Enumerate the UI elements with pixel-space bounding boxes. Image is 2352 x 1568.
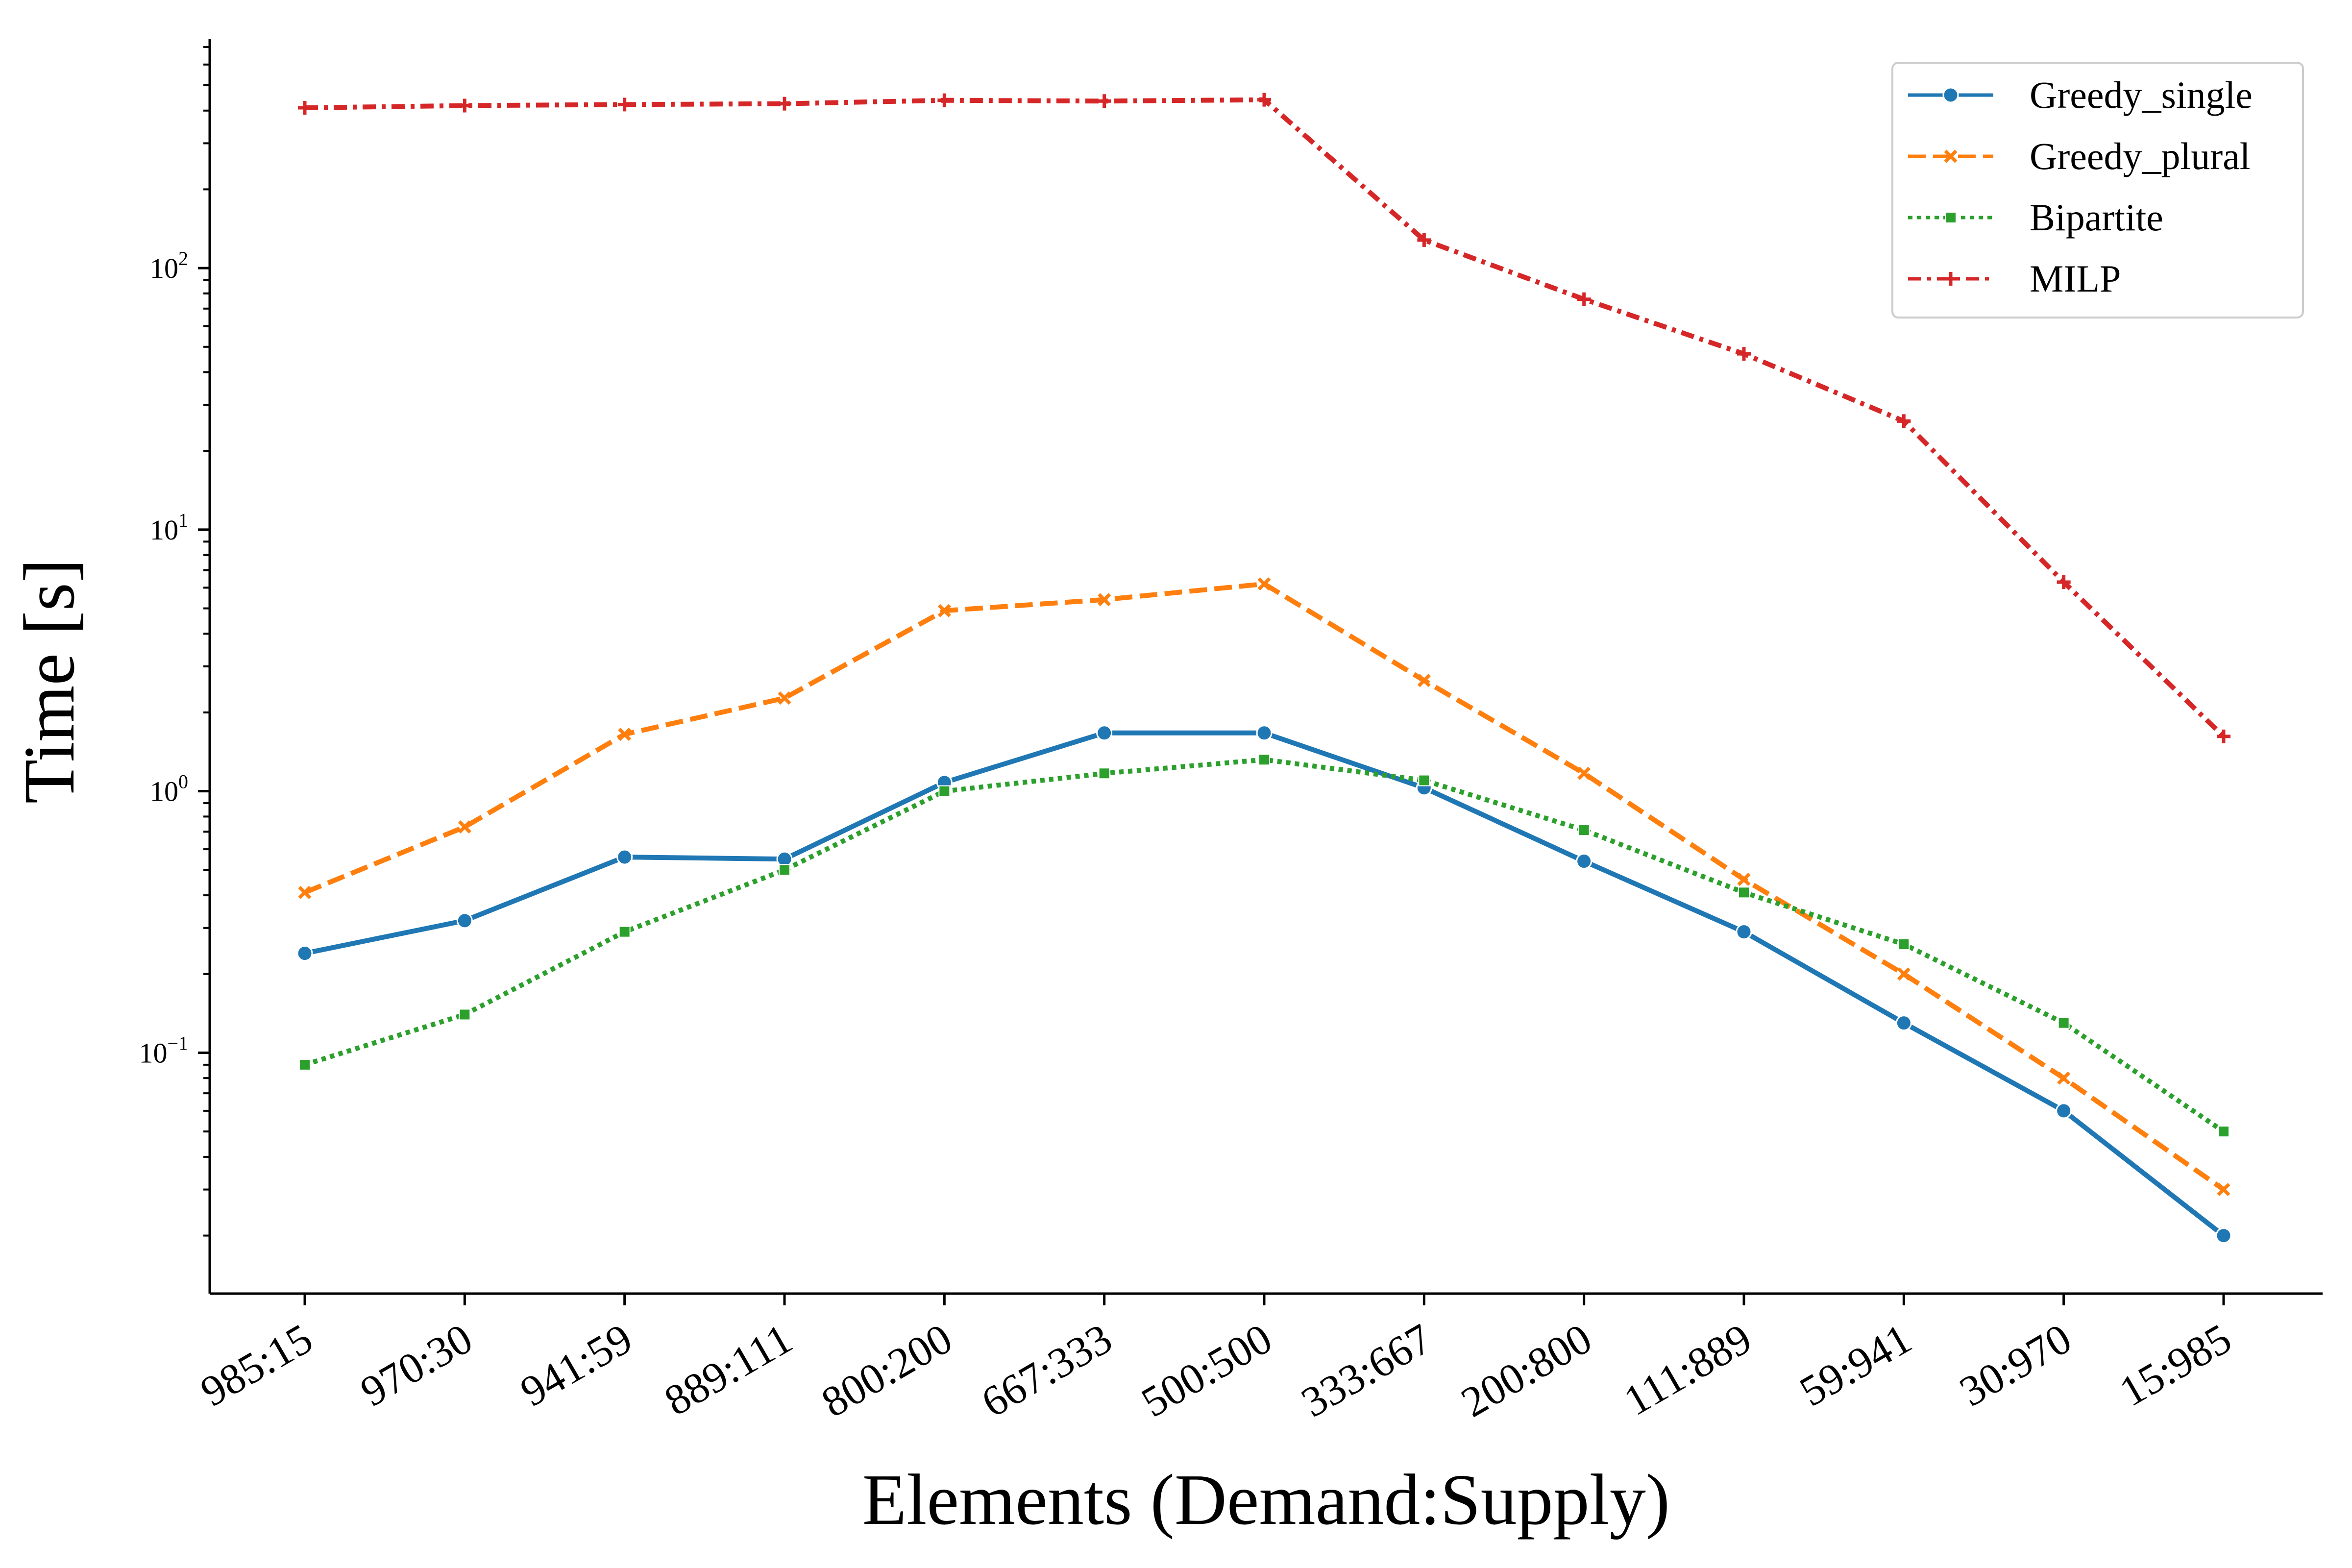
data-point (298, 885, 312, 899)
legend-entry: MILP (1908, 257, 2121, 300)
legend-entry: Greedy_single (1908, 74, 2253, 116)
data-point (2056, 1102, 2072, 1119)
data-point (778, 97, 791, 111)
y-tick-label: 10−1 (139, 1032, 188, 1069)
series-greedy-plural (298, 577, 2230, 1197)
data-point (2217, 729, 2230, 743)
data-point (1895, 1015, 1912, 1031)
series-milp (298, 93, 2230, 743)
data-point (616, 849, 633, 865)
series-line (304, 757, 2225, 1134)
data-point (1898, 938, 1910, 950)
data-point (299, 1058, 311, 1071)
legend-label: Greedy_plural (2030, 135, 2250, 177)
legend-marker (1944, 149, 1958, 163)
legend-marker (1942, 87, 1959, 103)
plot-area (296, 93, 2232, 1244)
data-point (618, 926, 631, 938)
x-tick-label: 200:800 (1453, 1315, 1599, 1426)
data-point (2057, 1071, 2071, 1085)
x-tick-label: 15:985 (2112, 1315, 2239, 1416)
y-tick-label: 101 (150, 509, 188, 546)
x-tick-label: 985:15 (193, 1315, 320, 1416)
data-point (1737, 347, 1751, 361)
legend-entry: Bipartite (1908, 196, 2163, 239)
legend-label: Bipartite (2030, 196, 2163, 239)
data-point (1257, 93, 1271, 107)
data-point (617, 98, 632, 112)
legend-label: Greedy_single (2030, 74, 2253, 116)
data-point (1258, 754, 1270, 766)
x-axis-title: Elements (Demand:Supply) (862, 1460, 1670, 1540)
data-point (779, 864, 790, 876)
data-point (298, 101, 312, 115)
data-point (1897, 414, 1911, 428)
data-point (1576, 853, 1592, 870)
data-point (2215, 1227, 2232, 1244)
data-point (937, 604, 951, 617)
data-point (2218, 1126, 2230, 1138)
x-tick-label: 333:667 (1294, 1315, 1440, 1426)
data-point (1098, 593, 1111, 607)
x-tick-label: 970:30 (353, 1315, 480, 1416)
data-point (618, 728, 632, 741)
data-point (1737, 873, 1751, 886)
data-point (1578, 824, 1590, 836)
x-tick-label: 889:111 (657, 1315, 800, 1425)
data-point (1256, 725, 1273, 741)
series-line (304, 730, 2226, 1238)
data-point (2058, 1017, 2070, 1029)
legend-box (1891, 62, 2304, 318)
data-point (1417, 674, 1431, 687)
x-tick-label: 30:970 (1952, 1315, 2079, 1416)
data-point (1418, 774, 1430, 786)
x-tick-label: 800:200 (814, 1315, 960, 1426)
data-point (458, 820, 471, 834)
data-point (456, 912, 473, 929)
data-point (1097, 94, 1111, 108)
data-point (2217, 1183, 2230, 1197)
legend-label: MILP (2030, 257, 2121, 300)
data-point (296, 945, 313, 962)
series-greedy-single (296, 725, 2232, 1244)
x-tick-label: 941:59 (513, 1315, 640, 1416)
data-point (938, 785, 951, 797)
legend: Greedy_single Greedy_plural Bipartite MILP (1891, 62, 2304, 318)
data-point (1577, 292, 1591, 306)
legend-marker (1944, 272, 1958, 286)
x-tick-label: 111:889 (1616, 1315, 1760, 1425)
series-line (304, 581, 2225, 1192)
y-tick-label: 102 (150, 247, 188, 284)
x-tick-label: 59:941 (1792, 1315, 1919, 1416)
data-point (458, 98, 472, 113)
data-point (1897, 967, 1911, 981)
legend-entry: Greedy_plural (1908, 135, 2250, 177)
data-point (937, 93, 952, 107)
data-point (1577, 766, 1591, 780)
x-tick-label: 500:500 (1134, 1315, 1280, 1426)
data-point (778, 691, 791, 705)
legend-marker (1945, 212, 1957, 223)
x-tick-label: 667:333 (974, 1315, 1120, 1426)
data-point (1098, 767, 1110, 780)
data-point (1738, 886, 1750, 899)
y-axis-title: Time [s] (9, 559, 90, 804)
data-point (459, 1008, 471, 1021)
series-bipartite (299, 754, 2230, 1138)
y-tick-label: 100 (150, 771, 188, 808)
data-point (1736, 924, 1752, 940)
data-point (2057, 575, 2071, 589)
data-point (1096, 725, 1113, 741)
data-point (1257, 577, 1271, 591)
data-point (1417, 233, 1431, 247)
